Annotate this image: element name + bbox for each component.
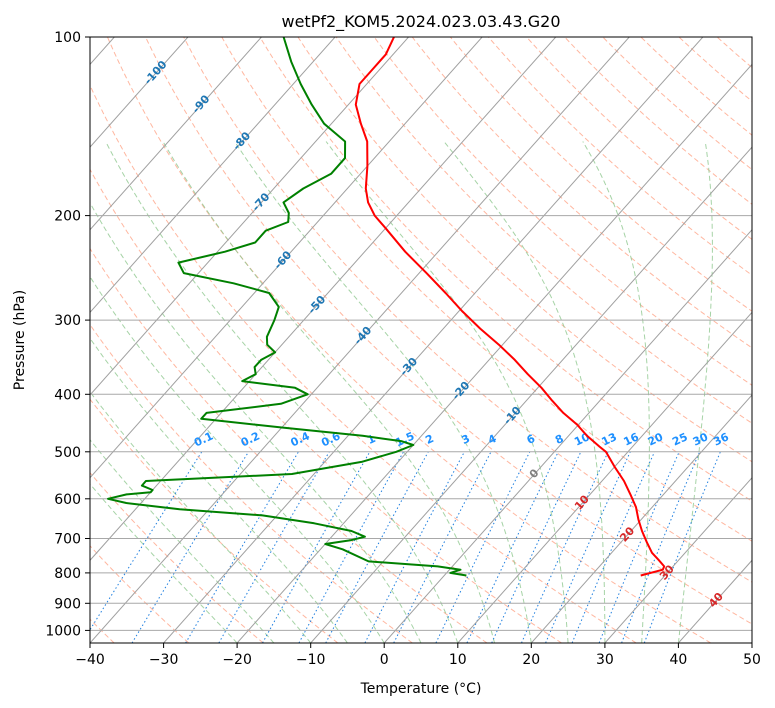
- dry-adiabat-line: [221, 37, 752, 542]
- x-tick-label: 0: [380, 652, 389, 668]
- dry-adiabat-line: [411, 37, 752, 349]
- isotherm-line: [90, 37, 263, 231]
- dry-adiabat-line: [525, 37, 752, 241]
- x-tick-label: −30: [149, 652, 179, 668]
- mixing-ratio-line: [571, 451, 655, 643]
- y-tick-label: 200: [54, 209, 81, 225]
- mixing-ratio-label: 13: [600, 430, 619, 448]
- mixing-ratio-line: [435, 451, 531, 643]
- mixing-ratio-line: [185, 451, 299, 643]
- isotherm-line: [90, 37, 630, 643]
- dry-adiabat-line: [183, 37, 752, 583]
- y-axis-label: Pressure (hPa): [12, 290, 28, 390]
- x-tick-label: −40: [75, 652, 105, 668]
- y-tick-label: 600: [54, 492, 81, 508]
- mixing-ratio-label: 25: [670, 430, 689, 448]
- y-tick-label: 800: [54, 566, 81, 582]
- y-axis: 100 200 300 400 500 600 700 800 900 1000: [45, 30, 90, 639]
- isotherm-line: [236, 63, 752, 643]
- dry-adiabat-line: [373, 37, 752, 386]
- isotherm-line: [90, 37, 336, 314]
- dry-adiabats: [90, 37, 752, 643]
- x-tick-label: 30: [596, 652, 614, 668]
- dry-adiabat-line: [90, 398, 339, 643]
- temperature-profile-line: [354, 37, 666, 577]
- y-tick-label: 100: [54, 30, 81, 46]
- mixing-ratio-label: 16: [622, 430, 642, 448]
- dry-adiabat-line: [259, 37, 752, 502]
- mixing-ratio-label: 36: [711, 430, 731, 448]
- x-tick-label: 10: [449, 652, 467, 668]
- isotherm-line: [90, 37, 557, 562]
- mixing-ratio-lines: [90, 451, 721, 643]
- isotherm-line: [90, 37, 410, 396]
- dry-adiabat-line: [106, 37, 712, 643]
- y-tick-label: 400: [54, 387, 81, 403]
- plot-frame: [89, 36, 753, 644]
- dry-adiabat-line: [90, 323, 413, 643]
- mixing-ratio-line: [466, 451, 559, 643]
- x-tick-label: 40: [669, 652, 687, 668]
- dry-adiabat-line: [90, 84, 637, 643]
- x-tick-label: −10: [296, 652, 326, 668]
- mixing-ratio-label: 20: [646, 430, 666, 448]
- mixing-ratio-line: [218, 451, 330, 643]
- isotherm-line: [457, 311, 752, 643]
- mixing-ratio-line: [131, 451, 250, 643]
- y-tick-label: 500: [54, 445, 81, 461]
- mixing-ratio-line: [325, 451, 429, 643]
- isotherm-line: [604, 476, 752, 643]
- mixing-ratio-line: [545, 451, 631, 643]
- y-tick-label: 1000: [45, 623, 81, 639]
- pressure-gridlines: [90, 37, 752, 631]
- mixing-ratio-label: 30: [691, 430, 711, 448]
- dry-adiabat-line: [90, 471, 264, 643]
- x-axis: −40 −30 −20 −10 0 10 20 30 40 50: [75, 643, 761, 668]
- mixing-ratio-line: [598, 451, 680, 643]
- isotherm-line: [90, 37, 483, 479]
- y-tick-label: 700: [54, 532, 81, 548]
- dry-adiabat-line: [640, 37, 752, 136]
- dry-adiabat-line: [449, 37, 752, 312]
- mixing-ratio-line: [298, 451, 404, 643]
- mixing-ratio-line: [521, 451, 609, 643]
- isotherms: [90, 37, 752, 643]
- x-tick-label: −20: [222, 652, 252, 668]
- dry-adiabat-line: [145, 37, 752, 625]
- y-tick-label: 900: [54, 596, 81, 612]
- mixing-ratio-line: [90, 451, 203, 631]
- x-tick-label: 20: [522, 652, 540, 668]
- isotherm-line: [530, 394, 752, 643]
- dry-adiabat-line: [602, 37, 752, 171]
- chart-title: wetPf2_KOM5.2024.023.03.43.G20: [281, 12, 560, 32]
- isotherm-line: [383, 228, 752, 643]
- mixing-ratio-line: [491, 451, 582, 643]
- isotherm-line: [310, 146, 752, 643]
- y-tick-label: 300: [54, 313, 81, 329]
- dewpoint-profile-line: [107, 37, 467, 577]
- mixing-ratio-line: [262, 451, 371, 643]
- dry-adiabat-line: [90, 247, 488, 643]
- profiles: [107, 37, 666, 577]
- isotherm-line: [163, 37, 704, 643]
- x-tick-label: 50: [743, 652, 761, 668]
- plot-area: -100-90-80-70-60-50-40-30-20-10010203040…: [90, 37, 752, 643]
- isotherm-line: [90, 37, 189, 148]
- x-axis-label: Temperature (°C): [360, 681, 482, 697]
